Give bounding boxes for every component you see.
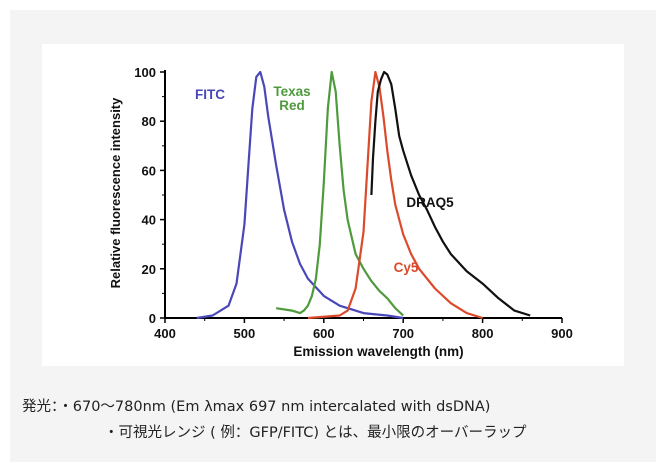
- y-tick-label: 20: [142, 262, 156, 277]
- y-tick-label: 80: [142, 114, 156, 129]
- y-tick-label: 0: [149, 311, 156, 326]
- y-tick-label: 60: [142, 163, 156, 178]
- series-line-texas-red: [276, 70, 404, 317]
- y-tick-label: 40: [142, 213, 156, 228]
- x-tick-label: 500: [234, 326, 256, 341]
- series-line-draq5: [370, 70, 531, 317]
- caption-line-1: 発光：・670〜780nm (Em λmax 697 nm intercalat…: [22, 399, 491, 415]
- x-tick-label: 700: [392, 326, 414, 341]
- series-line-fitc: [196, 70, 404, 320]
- x-tick-label: 800: [472, 326, 494, 341]
- series-label-draq5: DRAQ5: [406, 195, 454, 210]
- series-label-cy5: Cy5: [394, 260, 419, 275]
- figure-panel: 400 500 600 700 800 900 0 20 40 60 80 100 Emission w…: [10, 10, 656, 462]
- x-tick-label: 600: [313, 326, 335, 341]
- caption-line-2: ・可視光レンジ ( 例：GFP/FITC) とは、最小限のオーバーラップ: [104, 425, 527, 441]
- y-axis-title: Relative fluorescence intensity: [108, 97, 123, 289]
- chart-card: 400 500 600 700 800 900 0 20 40 60 80 100 Emission w…: [42, 44, 624, 366]
- series-label-texas-red: Texas Red: [273, 84, 310, 113]
- series-label-fitc: FITC: [195, 87, 225, 102]
- x-tick-label: 400: [154, 326, 176, 341]
- emission-spectra-chart: 400 500 600 700 800 900 0 20 40 60 80 100 Emission w…: [108, 65, 573, 359]
- y-tick-label: 100: [134, 65, 156, 80]
- series-line-cy5: [307, 70, 483, 320]
- x-axis-title: Emission wavelength (nm): [293, 344, 463, 359]
- x-tick-label: 900: [551, 326, 573, 341]
